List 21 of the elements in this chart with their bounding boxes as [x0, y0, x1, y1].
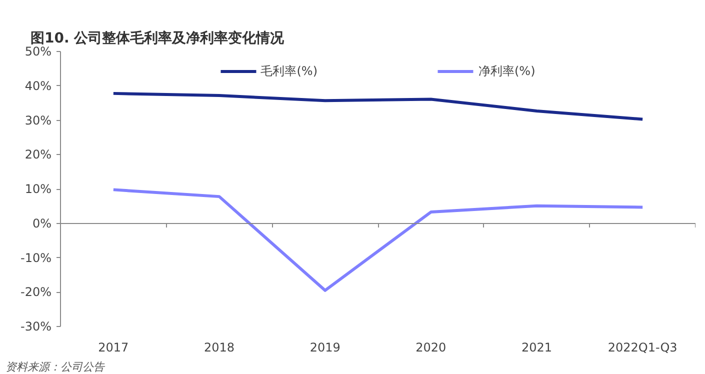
- x-tick-label: 2022Q1-Q3: [608, 340, 678, 354]
- y-tick-label: 30%: [24, 113, 52, 128]
- y-tick-label: -30%: [20, 320, 52, 334]
- legend-label: 净利率(%): [478, 62, 536, 80]
- text: 资料来源：公司公告: [6, 360, 106, 374]
- x-tick-label: 2019: [310, 340, 340, 354]
- y-tick-label: -20%: [20, 285, 52, 300]
- y-tick-label: 0%: [32, 216, 52, 230]
- x-tick-label: 2020: [416, 340, 446, 354]
- y-tick-label: 20%: [24, 148, 52, 162]
- legend-label: 毛利率(%): [260, 62, 318, 80]
- x-tick-label: 2018: [204, 340, 235, 354]
- x-tick-label: 2017: [98, 340, 129, 354]
- chart-title: 图10. 公司整体毛利率及净利率变化情况: [30, 30, 286, 46]
- y-tick-label: 50%: [24, 44, 52, 58]
- y-tick-label: 10%: [24, 182, 52, 196]
- y-tick-label: 40%: [24, 78, 52, 93]
- line-series: [112, 188, 644, 292]
- y-tick-label: -10%: [20, 250, 52, 265]
- line-series: [112, 92, 644, 121]
- x-tick-label: 2021: [521, 340, 552, 354]
